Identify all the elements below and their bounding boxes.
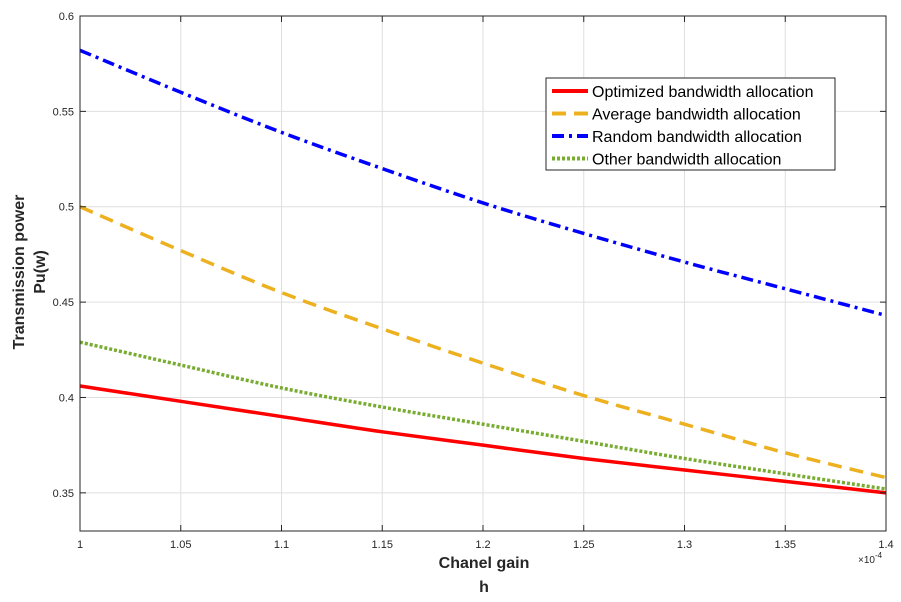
series-line-3: [79, 48, 887, 318]
y-axis-title: Transmission power: [11, 195, 28, 350]
x-tick-label: 1.25: [573, 539, 594, 551]
x-tick-label: 1.35: [775, 539, 796, 551]
y-tick-label: 0.4: [59, 392, 74, 404]
x-tick-label: 1.3: [677, 539, 692, 551]
x-tick-label: 1.1: [274, 539, 289, 551]
x-multiplier-text: ×10: [858, 555, 875, 566]
axis-ticks: 1 1.05 1.1 1.15 1.2 1.25 1.3 1.35 1.4 0.35 0.4 0.45…: [53, 11, 894, 551]
series-lines: [79, 48, 887, 495]
x-axis-title: Chanel gain: [439, 555, 530, 572]
x-axis-symbol: h: [479, 579, 489, 596]
legend-label: Random bandwidth allocation: [592, 129, 802, 146]
y-tick-label: 0.5: [59, 202, 74, 214]
x-tick-label: 1.05: [170, 539, 191, 551]
x-tick-label: 1.4: [878, 539, 893, 551]
x-tick-label: 1.2: [475, 539, 490, 551]
series-line-4: [79, 340, 887, 491]
legend-label: Average bandwidth allocation: [592, 107, 801, 124]
legend-box: [545, 77, 836, 171]
y-axis-unit: Pu(w): [32, 250, 49, 294]
y-tick-label: 0.35: [53, 488, 74, 500]
y-tick-label: 0.55: [53, 106, 74, 118]
legend-label: Other bandwidth allocation: [592, 152, 781, 169]
x-exponent-label: ×10-4: [858, 551, 883, 566]
series-line-1: [79, 384, 887, 495]
legend-label: Optimized bandwidth allocation: [592, 84, 813, 101]
legend: Optimized bandwidth allocation Average ba…: [545, 77, 836, 171]
x-exponent-text: -4: [875, 551, 883, 560]
series-line-2: [79, 205, 887, 480]
x-tick-label: 1: [77, 539, 83, 551]
y-tick-label: 0.6: [59, 11, 74, 23]
x-tick-label: 1.15: [372, 539, 393, 551]
y-tick-label: 0.45: [53, 297, 74, 309]
